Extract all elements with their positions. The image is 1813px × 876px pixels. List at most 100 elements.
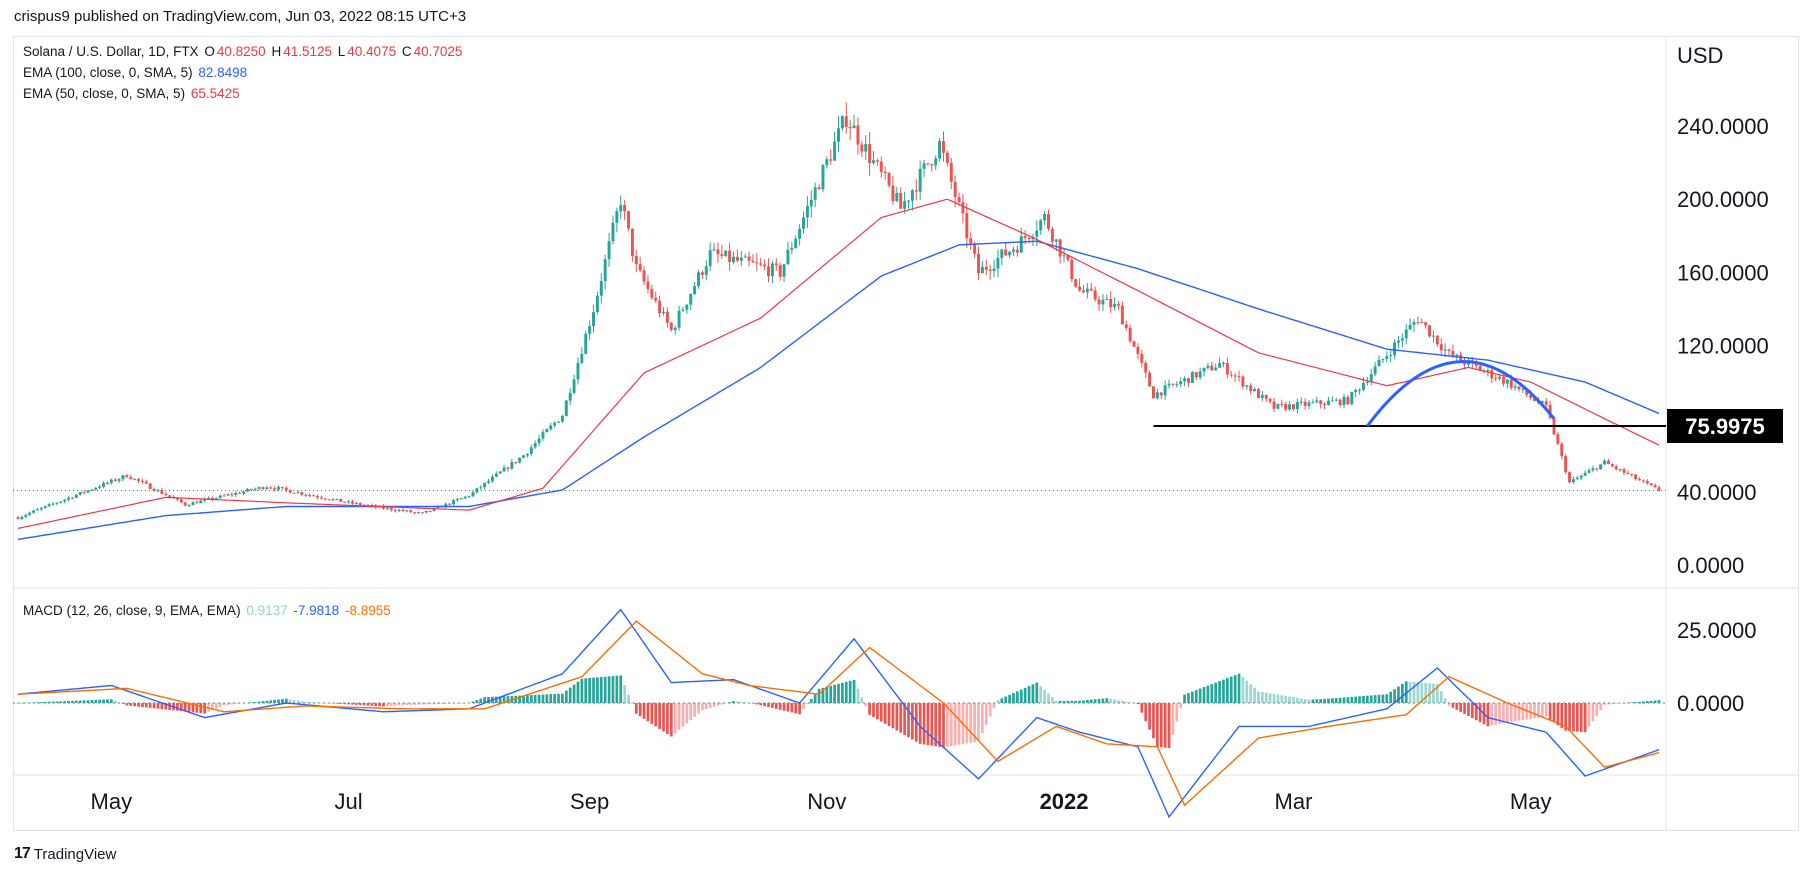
candle-body [1012, 249, 1015, 252]
candle-body [405, 510, 409, 512]
candle-body [35, 509, 39, 511]
macd-hist-bar [747, 702, 751, 704]
candle-body [1307, 402, 1311, 406]
macd-hist-bar [1642, 701, 1645, 703]
macd-hist-bar [708, 703, 712, 708]
support-price-tag [1667, 408, 1783, 443]
macd-hist-bar [984, 703, 988, 725]
macd-hist-bar [284, 698, 288, 703]
candle-body [961, 202, 965, 214]
macd-hist-bar [545, 694, 549, 703]
candle-body [463, 496, 467, 499]
candle-body [1575, 477, 1579, 480]
macd-hist-bar [1470, 703, 1474, 719]
candle-body [805, 206, 809, 218]
candle-body [1474, 362, 1478, 366]
macd-hist-bar [1463, 703, 1466, 714]
tradingview-logo[interactable]: 17 TradingView [14, 845, 116, 863]
macd-hist-bar [619, 675, 623, 703]
macd-hist-bar [1136, 703, 1140, 705]
candle-body [732, 256, 735, 263]
macd-hist-bar [1043, 689, 1046, 703]
candle-body [1595, 468, 1599, 470]
macd-hist-bar [981, 703, 984, 734]
macd-hist-bar [650, 703, 654, 724]
candle-body [370, 505, 374, 507]
candle-body [1544, 401, 1548, 405]
macd-hist-bar [358, 703, 362, 706]
macd-hist-bar [59, 701, 63, 703]
macd-hist-bar [1191, 691, 1194, 703]
macd-line-value: -7.9818 [293, 603, 340, 618]
candle-body [868, 144, 872, 163]
macd-hist-bar [1346, 697, 1350, 703]
macd-hist-bar [479, 698, 483, 703]
candle-body [518, 457, 522, 463]
candle-body [545, 429, 549, 433]
macd-hist-bar [518, 695, 521, 703]
macd-hist-bar [1093, 699, 1097, 703]
macd-hist-bar [1618, 703, 1622, 704]
candle-body [1645, 480, 1649, 484]
macd-hist-bar [1089, 699, 1093, 703]
candle-body [1027, 237, 1031, 240]
candle-body [747, 256, 751, 261]
candle-body [335, 498, 339, 500]
candle-body [697, 272, 700, 287]
candle-body [191, 502, 195, 506]
candle-body [953, 181, 957, 198]
candle-body [638, 264, 642, 271]
candle-body [292, 492, 296, 494]
macd-hist-bar [296, 700, 300, 703]
macd-hist-bar [1603, 703, 1606, 705]
candle-body [187, 505, 191, 507]
candle-body [102, 482, 106, 487]
candle-body [887, 173, 891, 186]
macd-hist-bar [277, 699, 280, 703]
candle-body [627, 211, 630, 229]
macd-hist-bar [148, 703, 152, 708]
time-tick-label: Sep [570, 789, 609, 814]
candle-body [300, 492, 304, 495]
macd-hist-bar [634, 703, 638, 714]
macd-hist-bar [1167, 703, 1171, 749]
macd-hist-bar [1198, 688, 1202, 703]
candle-body [109, 479, 113, 483]
macd-hist-bar [1420, 682, 1424, 703]
macd-hist-bar [673, 703, 677, 734]
macd-hist-bar [36, 702, 39, 703]
macd-hist-bar [988, 703, 992, 717]
candle-body [1630, 473, 1634, 475]
macd-hist-bar [1206, 685, 1210, 703]
macd-hist-bar [860, 697, 864, 703]
macd-hist-bar [751, 703, 755, 704]
macd-hist-bar [778, 703, 782, 710]
macd-hist-bar [848, 680, 852, 703]
candle-body [973, 243, 977, 254]
macd-hist-bar [444, 703, 448, 704]
macd-hist-bar [370, 703, 374, 706]
macd-hist-bar [1494, 703, 1498, 725]
candle-body [790, 247, 794, 250]
macd-hist-bar [1412, 682, 1416, 703]
candle-body [94, 488, 98, 490]
candle-body [1568, 472, 1572, 483]
candles-group [16, 102, 1661, 521]
candle-body [957, 197, 961, 203]
candle-body [514, 462, 518, 464]
candle-body [1082, 290, 1085, 293]
candle-body [234, 492, 238, 495]
macd-hist-bar [1385, 694, 1389, 703]
macd-hist-bar [1280, 695, 1284, 703]
candle-body [1284, 404, 1288, 410]
macd-hist-bar [907, 703, 910, 738]
candle-body [1311, 402, 1315, 404]
macd-hist-bar [1307, 699, 1311, 703]
macd-hist-bar [996, 700, 1000, 703]
candle-body [74, 494, 78, 498]
macd-hist-bar [588, 678, 591, 703]
candle-body [1198, 371, 1202, 378]
macd-legend: MACD (12, 26, close, 9, EMA, EMA) 0.9137… [23, 603, 393, 618]
macd-hist-bar [677, 703, 681, 730]
